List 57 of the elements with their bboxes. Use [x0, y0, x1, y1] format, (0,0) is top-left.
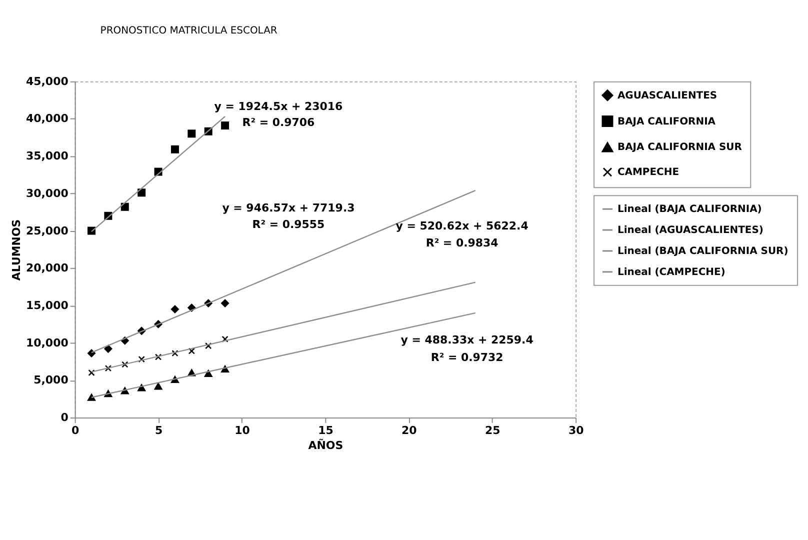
point	[154, 354, 162, 360]
point	[138, 356, 145, 363]
y-tick-label: 45,000	[26, 74, 69, 88]
x-axis-title: AÑOS	[308, 438, 344, 452]
y-axis-title: ALUMNOS	[10, 219, 24, 281]
point	[154, 382, 162, 390]
point	[188, 348, 195, 354]
x-tick-label: 0	[71, 424, 80, 437]
x-tick-label: 15	[318, 424, 334, 437]
x-tick-label: 30	[568, 424, 584, 437]
point	[138, 188, 146, 197]
annotation: y = 520.62x + 5622.4	[396, 219, 529, 232]
chart-title: PRONOSTICO MATRICULA ESCOLAR	[100, 25, 278, 36]
point	[205, 342, 212, 350]
point	[104, 364, 112, 372]
point	[172, 350, 178, 357]
legend-label: AGUASCALIENTES	[617, 90, 718, 102]
y-tick-label: 25,000	[26, 224, 69, 238]
point	[221, 299, 230, 308]
annotation: R² = 0.9555	[252, 218, 325, 231]
y-tick-label: 20,000	[26, 262, 69, 275]
y-tick-label: 10,000	[26, 336, 69, 350]
legend-label: BAJA CALIFORNIA SUR	[617, 142, 742, 154]
annotation: R² = 0.9706	[242, 116, 316, 130]
y-tick-label: 0	[60, 411, 69, 424]
annotation: y = 946.57x + 7719.3	[222, 201, 355, 214]
legend-label: BAJA CALIFORNIA	[617, 116, 716, 128]
point	[88, 394, 96, 401]
x-tick-label: 5	[154, 424, 163, 437]
point	[188, 130, 196, 138]
point	[170, 145, 179, 154]
point	[204, 370, 212, 378]
y-tick-label: 15,000	[26, 298, 69, 312]
annotation: y = 1924.5x + 23016	[214, 100, 344, 113]
x-tick-label: 25	[484, 424, 500, 437]
point	[104, 344, 112, 353]
annotation: R² = 0.9834	[426, 236, 499, 250]
x-tick-label: 20	[402, 424, 418, 437]
annotation: y = 488.33x + 2259.4	[400, 334, 534, 347]
annotation: R² = 0.9732	[430, 350, 504, 364]
y-tick-label: 5,000	[34, 374, 69, 387]
y-tick-label: 40,000	[26, 112, 69, 126]
legend-label: Lineal (CAMPECHE)	[617, 266, 726, 278]
point	[88, 369, 95, 376]
point	[88, 349, 96, 358]
y-tick-label: 30,000	[26, 186, 69, 200]
legend-label: CAMPECHE	[617, 167, 680, 178]
point	[120, 202, 129, 211]
point	[170, 305, 179, 314]
legend-label: Lineal (AGUASCALIENTES)	[617, 224, 764, 236]
point	[221, 121, 230, 130]
x-tick-label: 10	[234, 424, 250, 437]
point	[122, 361, 128, 368]
legend-label: Lineal (BAJA CALIFORNIA)	[617, 204, 762, 216]
legend-label: Lineal (BAJA CALIFORNIA SUR)	[617, 246, 788, 257]
point	[222, 336, 228, 342]
y-tick-label: 35,000	[26, 150, 69, 163]
